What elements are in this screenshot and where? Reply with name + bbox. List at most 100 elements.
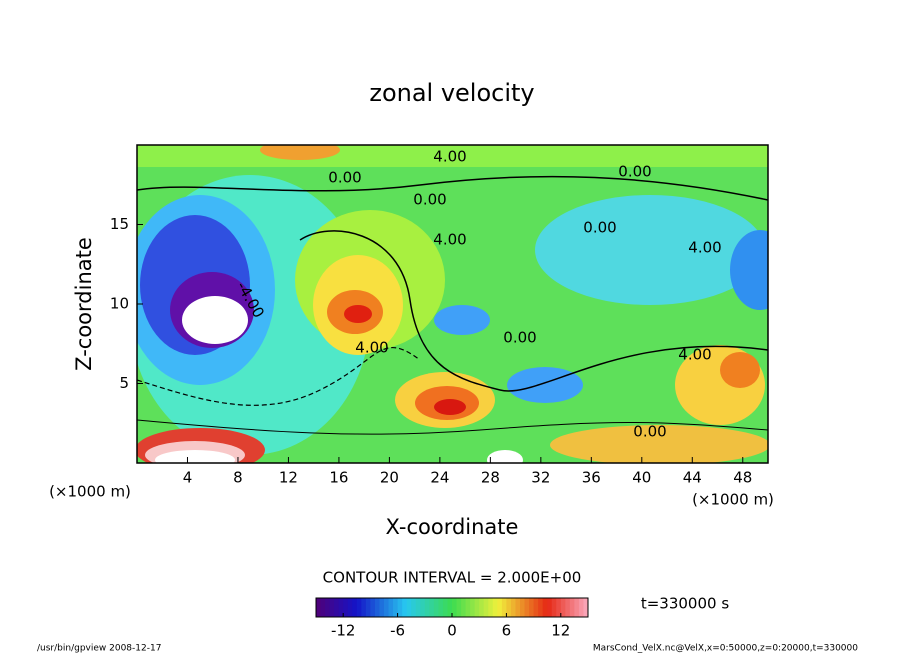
x-unit: (×1000 m) xyxy=(692,491,774,509)
footer-left: /usr/bin/gpview 2008-12-17 xyxy=(37,644,161,654)
contour-interval: CONTOUR INTERVAL = 2.000E+00 xyxy=(323,569,582,587)
colorbar-cell xyxy=(560,598,566,617)
colorbar-cell xyxy=(542,598,548,617)
colorbar-cell xyxy=(547,598,553,617)
contour-label: 4.00 xyxy=(433,231,466,249)
x-tick-label: 24 xyxy=(430,469,449,487)
colorbar-tick-label: 6 xyxy=(502,622,512,640)
colorbar-tick-label: 0 xyxy=(447,622,457,640)
x-tick-label: 20 xyxy=(380,469,399,487)
colorbar-cell xyxy=(520,598,526,617)
colorbar-cell xyxy=(429,598,435,617)
x-unit: (×1000 m) xyxy=(49,483,131,501)
contour-label: 4.00 xyxy=(678,346,711,364)
x-tick-label: 40 xyxy=(632,469,651,487)
colorbar-cell xyxy=(338,598,344,617)
colorbar-cell xyxy=(456,598,462,617)
colorbar-cell xyxy=(320,598,326,617)
colorbar-cell xyxy=(578,598,584,617)
x-tick-label: 12 xyxy=(279,469,298,487)
footer-right: MarsCond_VelX.nc@VelX,x=0:50000,z=0:2000… xyxy=(593,644,858,654)
contour-label: 0.00 xyxy=(503,329,536,347)
time-label: t=330000 s xyxy=(641,595,729,613)
colorbar-cell xyxy=(420,598,426,617)
y-tick-label: 15 xyxy=(110,215,129,233)
colorbar-cell xyxy=(569,598,575,617)
colorbar-cell xyxy=(574,598,580,617)
colorbar-cell xyxy=(352,598,358,617)
y-tick-label: 10 xyxy=(110,295,129,313)
contour-label: 4.00 xyxy=(688,239,721,257)
x-tick-label: 28 xyxy=(481,469,500,487)
x-axis-label: X-coordinate xyxy=(386,515,519,539)
colorbar-cell xyxy=(347,598,353,617)
colorbar-cell xyxy=(551,598,557,617)
y-tick-label: 5 xyxy=(119,374,129,392)
chart-title: zonal velocity xyxy=(369,79,534,107)
colorbar-cell xyxy=(433,598,439,617)
colorbar-cell xyxy=(529,598,535,617)
contour-label: 0.00 xyxy=(413,191,446,209)
colorbar-cell xyxy=(424,598,430,617)
colorbar-cell xyxy=(374,598,380,617)
colorbar-cell xyxy=(488,598,494,617)
contour-label: 0.00 xyxy=(633,423,666,441)
x-tick-label: 32 xyxy=(531,469,550,487)
colorbar-cell xyxy=(316,598,322,617)
colorbar-cell xyxy=(388,598,394,617)
colorbar-cell xyxy=(411,598,417,617)
colorbar-cell xyxy=(325,598,331,617)
colorbar-cell xyxy=(474,598,480,617)
colorbar-tick-label: -12 xyxy=(331,622,356,640)
contour-label: 0.00 xyxy=(583,219,616,237)
contour-field xyxy=(137,145,768,463)
colorbar-cell xyxy=(556,598,562,617)
colorbar-cell xyxy=(415,598,421,617)
x-tick-label: 36 xyxy=(582,469,601,487)
colorbar-cell xyxy=(501,598,507,617)
colorbar-cell xyxy=(524,598,530,617)
colorbar-cell xyxy=(365,598,371,617)
y-axis-label: Z-coordinate xyxy=(72,237,96,371)
colorbar-cell xyxy=(510,598,516,617)
colorbar-cell xyxy=(334,598,340,617)
colorbar-cell xyxy=(465,598,471,617)
colorbar-cell xyxy=(397,598,403,617)
colorbar-cell xyxy=(406,598,412,617)
colorbar-cell xyxy=(370,598,376,617)
colorbar-tick-label: -6 xyxy=(390,622,405,640)
x-tick-label: 16 xyxy=(329,469,348,487)
colorbar-cell xyxy=(384,598,390,617)
x-tick-label: 48 xyxy=(733,469,752,487)
contour-label: 0.00 xyxy=(328,169,361,187)
colorbar-cell xyxy=(356,598,362,617)
x-tick-label: 44 xyxy=(683,469,702,487)
colorbar-cell xyxy=(497,598,503,617)
contour-label: 4.00 xyxy=(433,148,466,166)
colorbar-cell xyxy=(583,598,589,617)
contour-labels: 4.00 0.00 0.00 0.00 4.00 -4.00 4.00 4.00… xyxy=(233,148,722,441)
colorbar-cell xyxy=(515,598,521,617)
colorbar-cell xyxy=(470,598,476,617)
colorbar-cell xyxy=(479,598,485,617)
colorbar-cell xyxy=(438,598,444,617)
colorbar-cell xyxy=(361,598,367,617)
contour-label: 0.00 xyxy=(618,163,651,181)
colorbar-cell xyxy=(393,598,399,617)
colorbar-tick-label: 12 xyxy=(551,622,570,640)
contour-label: 4.00 xyxy=(355,339,388,357)
colorbar-cell xyxy=(329,598,335,617)
colorbar-cell xyxy=(506,598,512,617)
colorbar-cell xyxy=(538,598,544,617)
colorbar-cell xyxy=(533,598,539,617)
colorbar-cell xyxy=(483,598,489,617)
colorbar-cell xyxy=(452,598,458,617)
colorbar-cell xyxy=(379,598,385,617)
colorbar-cell xyxy=(565,598,571,617)
x-tick-label: 8 xyxy=(233,469,243,487)
x-tick-label: 4 xyxy=(183,469,193,487)
colorbar-cell xyxy=(442,598,448,617)
colorbar-cell xyxy=(447,598,453,617)
